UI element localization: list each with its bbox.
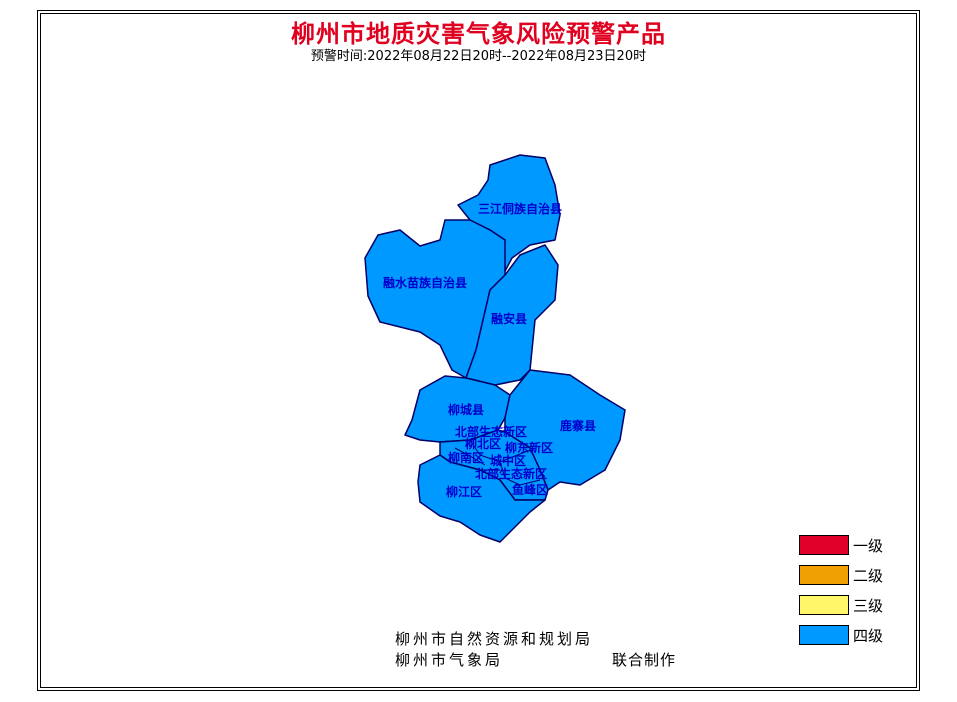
- region-label: 鱼峰区: [512, 482, 548, 497]
- outer-frame: [37, 10, 920, 691]
- legend-swatch: [799, 565, 849, 585]
- region-label: 融水苗族自治县: [383, 275, 467, 290]
- region-label: 柳南区: [448, 450, 484, 465]
- legend-swatch: [799, 595, 849, 615]
- legend-label: 三级: [853, 596, 884, 615]
- region-label: 柳城县: [448, 402, 484, 417]
- region-liujiang[interactable]: [417, 454, 546, 543]
- legend-item: 一级: [799, 534, 883, 556]
- legend-label: 四级: [853, 626, 884, 645]
- region-label: 城中区: [490, 453, 526, 468]
- footer-agency-1: 柳州市自然资源和规划局: [395, 630, 594, 648]
- footer-agency-2: 柳州市气象局: [395, 651, 504, 669]
- region-label: 鹿寨县: [560, 418, 596, 433]
- region-label: 北部生态新区: [455, 424, 527, 439]
- region-label: 融安县: [491, 311, 527, 326]
- region-label: 三江侗族自治县: [478, 201, 562, 216]
- legend-item: 四级: [799, 624, 883, 646]
- legend-swatch: [799, 535, 849, 555]
- warning-period: 预警时间:2022年08月22日20时--2022年08月23日20时: [310, 49, 647, 64]
- legend-swatch: [799, 625, 849, 645]
- footer-joint: 联合制作: [612, 651, 677, 669]
- inner-frame: [40, 13, 917, 688]
- region-rongan[interactable]: [465, 244, 559, 386]
- legend-item: 三级: [799, 594, 883, 616]
- legend-label: 一级: [853, 536, 884, 555]
- region-label: 柳江区: [446, 484, 482, 499]
- page-title: 柳州市地质灾害气象风险预警产品: [291, 19, 666, 48]
- region-label: 北部生态新区: [475, 466, 547, 481]
- region-sanjiang[interactable]: [457, 154, 561, 276]
- legend-label: 二级: [853, 566, 884, 585]
- legend-item: 二级: [799, 564, 883, 586]
- region-label: 柳北区: [465, 436, 501, 451]
- region-label: 柳东新区: [505, 440, 553, 455]
